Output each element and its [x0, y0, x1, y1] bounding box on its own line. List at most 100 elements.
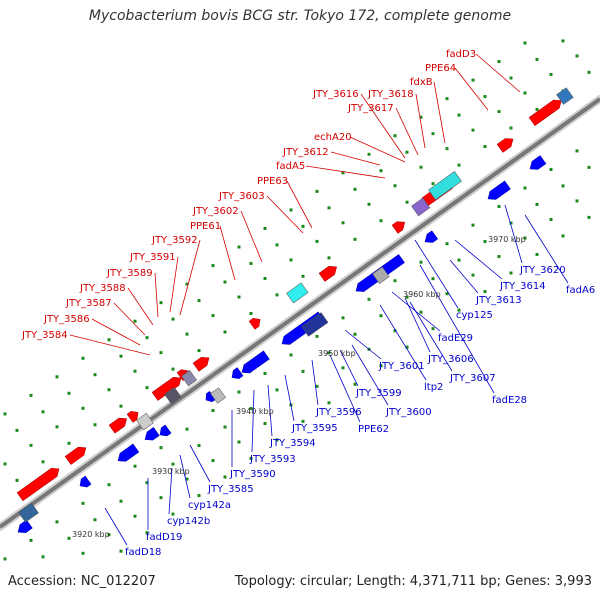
gene-label-top: PPE63	[257, 176, 288, 187]
gene-box	[136, 412, 154, 431]
tick-mark	[497, 205, 501, 209]
genome-backbone	[0, 95, 600, 531]
tick-mark	[561, 184, 565, 188]
reverse-gene	[144, 427, 160, 441]
leader-line-top	[69, 334, 151, 356]
tick-mark	[185, 282, 189, 286]
gene-label-bottom: JTY_3613	[475, 295, 522, 306]
tick-mark	[497, 60, 501, 64]
kbp-labels: 3920 kbp 3930 kbp 3940 kbp 3950 kbp 3960 kbp…	[72, 235, 526, 539]
gene-box-shape	[372, 266, 390, 285]
tick-mark	[223, 330, 227, 334]
tick-mark	[185, 332, 189, 336]
forward-gene-shape	[248, 318, 261, 330]
leader-line-bottom	[351, 344, 389, 406]
leader-line-bottom	[454, 239, 503, 280]
tick-mark	[341, 316, 345, 320]
tick-mark	[327, 206, 331, 210]
gene-box-shape	[210, 387, 226, 404]
leader-line-bottom	[524, 214, 569, 284]
tick-mark	[211, 409, 215, 413]
tick-mark	[223, 425, 227, 429]
kbp-label: 3920 kbp	[72, 530, 110, 539]
reverse-gene	[529, 155, 547, 170]
leader-line-top	[286, 180, 313, 229]
tick-mark	[431, 327, 435, 331]
tick-mark	[575, 54, 579, 58]
tick-mark	[3, 462, 7, 466]
leader-line-bottom	[414, 239, 459, 309]
tick-mark	[509, 76, 513, 80]
forward-gene	[151, 377, 182, 401]
tick-mark	[275, 243, 279, 247]
tick-mark	[509, 271, 513, 275]
tick-mark	[197, 494, 201, 498]
tick-mark	[41, 555, 45, 559]
tick-mark	[197, 444, 201, 448]
tick-mark	[379, 169, 383, 173]
tick-mark	[93, 373, 97, 377]
tick-mark	[289, 258, 293, 262]
gene-label-bottom: ltp2	[424, 382, 443, 393]
forward-gene	[64, 446, 87, 465]
gene-label-bottom: JTY_3595	[291, 423, 338, 434]
gene-label-bottom: JTY_3590	[229, 469, 276, 480]
tick-mark	[419, 260, 423, 264]
gene-box-shape	[428, 171, 462, 201]
tick-mark	[107, 483, 111, 487]
tick-mark	[483, 95, 487, 99]
tick-mark	[509, 126, 513, 130]
gene-box-shape	[301, 312, 329, 337]
gene-label-top: fdxB	[410, 77, 433, 88]
leader-line-bottom	[179, 454, 191, 499]
gene-box-shape	[556, 87, 574, 105]
tick-mark	[159, 351, 163, 355]
tick-mark	[587, 70, 591, 74]
gene-box	[556, 87, 574, 105]
tick-mark	[315, 189, 319, 193]
tick-mark	[367, 152, 371, 156]
reverse-gene	[159, 424, 172, 437]
tick-mark	[171, 462, 175, 466]
tick-mark	[523, 186, 527, 190]
reverse-gene	[17, 519, 33, 534]
tick-mark	[575, 149, 579, 153]
tick-mark	[353, 382, 357, 386]
leader-line-bottom	[344, 329, 382, 360]
tick-mark	[587, 215, 591, 219]
leader-line-top	[395, 107, 419, 156]
leader-line-bottom	[284, 374, 295, 422]
tick-mark	[535, 202, 539, 206]
kbp-label: 3950 kbp	[318, 349, 356, 358]
reverse-gene	[231, 367, 244, 379]
tick-mark	[289, 353, 293, 357]
leader-line-bottom	[404, 297, 431, 353]
leader-line-top	[169, 256, 179, 313]
tick-mark	[587, 165, 591, 169]
gene-label-bottom: PPE62	[358, 424, 389, 435]
forward-gene-shape	[126, 411, 139, 423]
tick-mark	[159, 301, 163, 305]
tick-mark	[159, 446, 163, 450]
leader-line-bottom	[379, 304, 427, 381]
leader-line-top	[433, 81, 446, 144]
tick-mark	[29, 393, 33, 397]
tick-mark	[341, 366, 345, 370]
tick-mark	[81, 406, 85, 410]
tick-mark	[211, 459, 215, 463]
forward-gene	[108, 417, 127, 434]
leader-line-bottom	[251, 389, 255, 453]
tick-mark	[405, 150, 409, 154]
forward-gene-shape	[391, 221, 406, 234]
leader-line-top	[454, 67, 489, 111]
tick-mark	[431, 182, 435, 186]
tick-mark	[145, 481, 149, 485]
tick-mark	[55, 520, 59, 524]
tick-mark	[81, 551, 85, 555]
tick-mark	[457, 258, 461, 262]
tick-mark	[509, 221, 513, 225]
tick-mark	[471, 78, 475, 82]
gene-label-top: JTY_3591	[129, 252, 176, 263]
tick-mark	[419, 165, 423, 169]
gene-label-top: JTY_3603	[218, 191, 265, 202]
